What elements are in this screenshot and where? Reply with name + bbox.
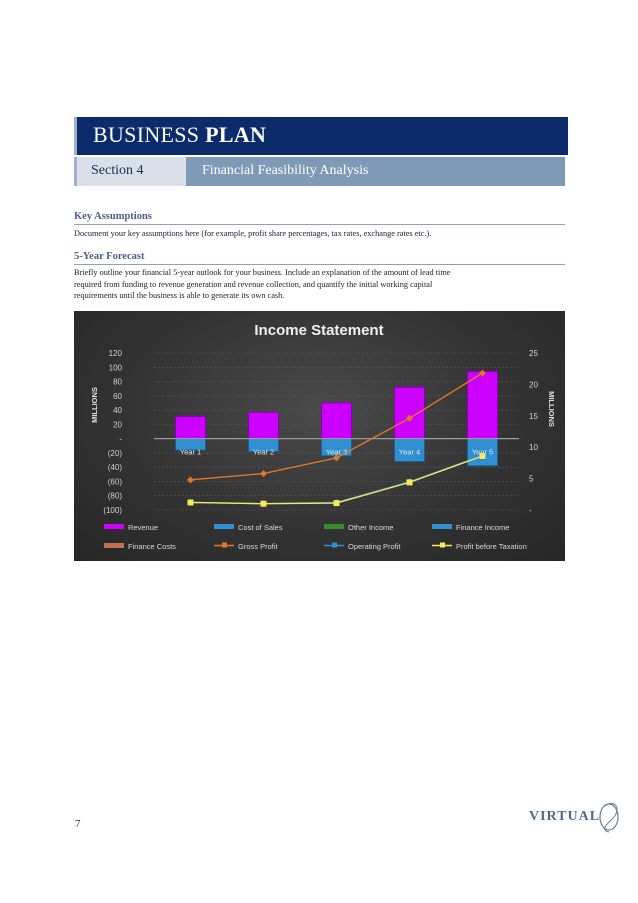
y-left-tick-label: (100) <box>103 506 122 515</box>
document-title: BUSINESS PLAN <box>93 122 266 148</box>
marker-profit-before-taxation <box>260 500 267 507</box>
forecast-body-line: requirements until the business is able … <box>74 291 285 300</box>
title-bold: PLAN <box>205 122 267 147</box>
y-right-tick-label: 15 <box>529 412 538 421</box>
y-left-tick-label: 80 <box>113 378 122 387</box>
marker-gross-profit <box>406 414 413 422</box>
y-right-tick-label: 5 <box>529 475 534 484</box>
section-label: Section 4 <box>91 163 144 178</box>
title-bar: BUSINESS PLAN <box>74 117 568 155</box>
bar-revenue <box>394 386 425 440</box>
y-left-tick-label: 120 <box>109 349 123 358</box>
marker-gross-profit <box>333 454 340 462</box>
y-left-tick-label: 60 <box>113 392 122 401</box>
marker-gross-profit <box>260 470 267 478</box>
bar-revenue <box>321 402 352 440</box>
company-logo: VIRTUAL <box>525 796 625 836</box>
forecast-body: Briefly outline your financial 5-year ou… <box>74 267 554 302</box>
marker-profit-before-taxation <box>479 452 486 459</box>
y-left-tick-label: (20) <box>108 449 123 458</box>
marker-gross-profit <box>187 476 194 484</box>
legend-swatch-cost-of-sales <box>214 524 234 529</box>
marker-profit-before-taxation <box>333 500 340 507</box>
legend-marker-gross-profit <box>222 542 227 548</box>
bar-revenue <box>175 416 206 440</box>
legend-swatch-revenue <box>104 524 124 529</box>
logo-text: VIRTUAL <box>529 809 601 824</box>
line-operating-profit <box>190 454 483 505</box>
x-category-label: Year 1 <box>180 448 201 457</box>
legend-marker-profit-before-taxation <box>440 542 445 548</box>
legend-label-finance-income: Finance Income <box>456 523 509 532</box>
marker-profit-before-taxation <box>406 479 413 486</box>
forecast-heading: 5-Year Forecast <box>74 251 565 265</box>
legend-swatch-finance-costs <box>104 543 124 548</box>
title-regular: BUSINESS <box>93 122 200 147</box>
section-title: Financial Feasibility Analysis <box>202 163 369 178</box>
y-right-axis-label: MILLIONS <box>547 391 556 427</box>
bar-revenue <box>248 411 279 440</box>
key-assumptions-heading: Key Assumptions <box>74 211 565 225</box>
y-left-tick-label: 40 <box>113 406 122 415</box>
section-title-box: Financial Feasibility Analysis <box>186 157 565 186</box>
legend-label-finance-costs: Finance Costs <box>128 542 176 551</box>
y-left-axis-label: MILLIONS <box>90 387 99 423</box>
legend-marker-operating-profit <box>332 542 337 548</box>
section-row: Section 4 Financial Feasibility Analysis <box>74 157 565 186</box>
marker-gross-profit <box>479 369 486 377</box>
legend-swatch-finance-income <box>432 524 452 529</box>
y-right-tick-label: 10 <box>529 443 538 452</box>
chart-svg: Income Statement 120 100 80 60 40 20 - (20) (40) (… <box>90 322 556 551</box>
income-statement-chart: Income Statement 120 100 80 60 40 20 - (20) (40) (… <box>74 311 565 561</box>
y-left-tick-label: - <box>119 435 122 444</box>
section-number-box: Section 4 <box>74 157 189 186</box>
forecast-body-line: Briefly outline your financial 5-year ou… <box>74 268 451 277</box>
forecast-body-line: required from funding to revenue generat… <box>74 279 433 289</box>
y-left-tick-label: (80) <box>108 492 123 501</box>
legend-label-other-income: Other Income <box>348 523 393 532</box>
x-category-label: Year 3 <box>326 448 347 457</box>
y-left-tick-label: (40) <box>108 463 123 472</box>
x-category-label: Year 4 <box>399 448 420 457</box>
y-left-tick-label: (60) <box>108 477 123 486</box>
logo-swirl-icon <box>599 802 619 833</box>
legend-label-operating-profit: Operating Profit <box>348 542 401 551</box>
legend-label-cost-of-sales: Cost of Sales <box>238 523 283 532</box>
marker-profit-before-taxation <box>187 499 194 506</box>
legend-swatch-other-income <box>324 524 344 529</box>
x-category-label: Year 2 <box>253 448 274 457</box>
y-right-tick-label: 25 <box>529 349 538 358</box>
bar-revenue <box>467 371 498 440</box>
page-number: 7 <box>75 818 81 830</box>
chart-title: Income Statement <box>254 322 383 339</box>
line-profit-before-taxation <box>190 455 483 505</box>
y-left-tick-label: 100 <box>109 363 123 372</box>
y-right-tick-label: 20 <box>529 380 538 389</box>
legend-label-revenue: Revenue <box>128 523 158 532</box>
y-left-tick-label: 20 <box>113 420 122 429</box>
legend-label-gross-profit: Gross Profit <box>238 542 279 551</box>
legend-label-profit-before-taxation: Profit before Taxation <box>456 542 527 551</box>
y-right-tick-label: - <box>529 506 532 515</box>
key-assumptions-body: Document your key assumptions here (for … <box>74 229 432 238</box>
